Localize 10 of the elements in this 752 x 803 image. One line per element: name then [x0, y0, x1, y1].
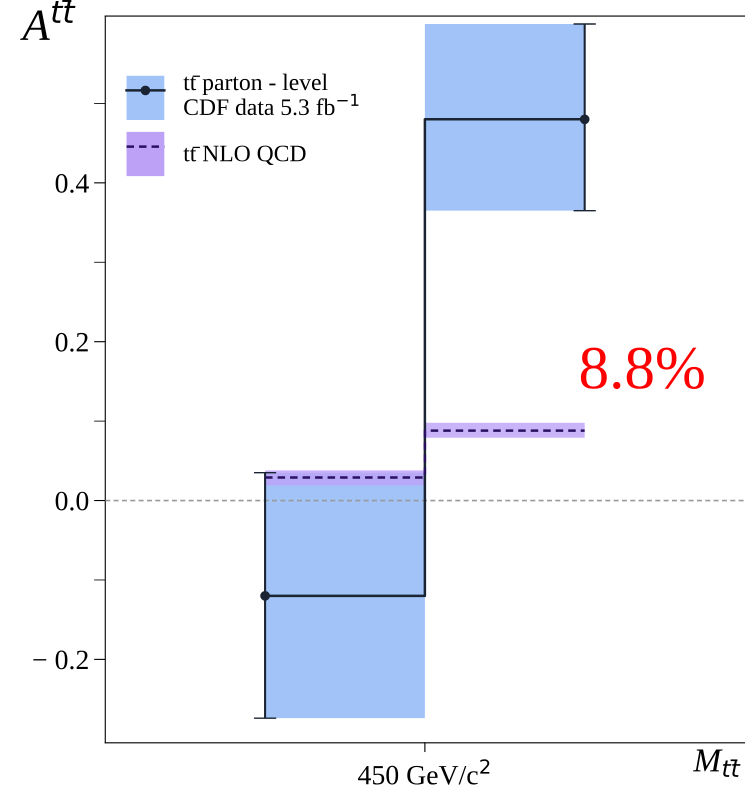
y-tick-label: − 0.2: [33, 650, 88, 670]
legend-label: tt̄ NLO QCD: [183, 146, 306, 166]
y-axis-title: A$^{tt̄}$: [20, 0, 76, 40]
x-axis-title: M$_{tt̄}$: [692, 750, 740, 777]
text: 450 GeV/c$^{2}$: [358, 759, 490, 785]
y-tick-label: 0.0: [56, 492, 88, 511]
annotation: 8.8%: [580, 348, 704, 390]
y-tick-label: 0.4: [56, 174, 89, 193]
legend-label: tt̄ parton - level CDF data 5.3 fb$^{−1}$: [183, 74, 358, 116]
y-tick-label: 0.2: [56, 332, 88, 352]
